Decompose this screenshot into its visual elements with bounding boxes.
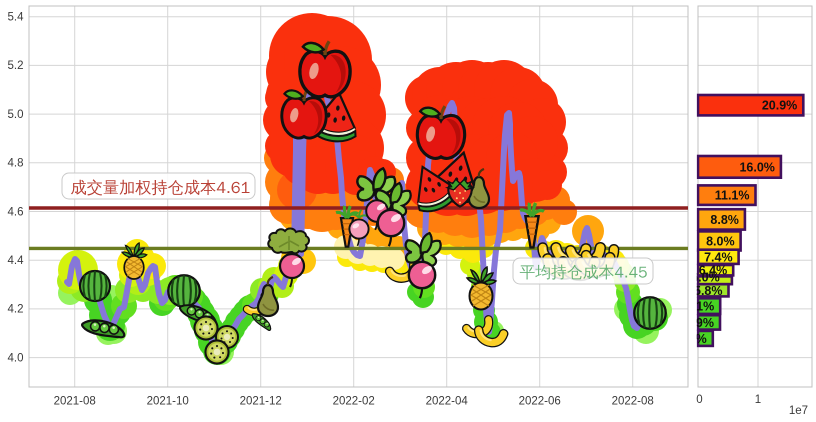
svg-text:8.0%: 8.0% — [706, 234, 735, 248]
svg-text:3.9%: 3.9% — [686, 316, 715, 330]
svg-text:6.4%: 6.4% — [699, 264, 728, 278]
svg-text:7.4%: 7.4% — [704, 250, 733, 264]
svg-text:5.0: 5.0 — [8, 109, 24, 121]
svg-text:2021-08: 2021-08 — [54, 396, 96, 408]
svg-text:5.2: 5.2 — [8, 60, 24, 72]
svg-text:1e7: 1e7 — [789, 405, 808, 417]
svg-text:2022-08: 2022-08 — [612, 396, 654, 408]
svg-text:11.1%: 11.1% — [715, 189, 750, 203]
svg-text:4.6: 4.6 — [8, 206, 24, 218]
svg-text:2022-06: 2022-06 — [519, 396, 561, 408]
svg-text:2021-10: 2021-10 — [147, 396, 189, 408]
svg-text:2021-12: 2021-12 — [240, 396, 282, 408]
svg-text:20.9%: 20.9% — [762, 99, 797, 113]
svg-text:8.8%: 8.8% — [710, 213, 739, 227]
svg-text:0: 0 — [696, 394, 702, 406]
svg-text:1: 1 — [755, 394, 761, 406]
svg-text:2.5%: 2.5% — [678, 332, 707, 346]
svg-text:16.0%: 16.0% — [739, 160, 774, 174]
svg-text:4.4: 4.4 — [8, 255, 25, 267]
svg-text:2022-04: 2022-04 — [426, 396, 469, 408]
svg-text:5.4: 5.4 — [8, 12, 25, 24]
svg-text:4.0: 4.0 — [8, 352, 24, 364]
svg-text:5.8%: 5.8% — [694, 284, 723, 298]
svg-text:4.8: 4.8 — [8, 158, 24, 170]
svg-text:2022-02: 2022-02 — [333, 396, 375, 408]
svg-text:6.0%: 6.0% — [691, 271, 720, 285]
svg-text:4.1%: 4.1% — [686, 300, 715, 314]
svg-text:4.2: 4.2 — [8, 304, 24, 316]
